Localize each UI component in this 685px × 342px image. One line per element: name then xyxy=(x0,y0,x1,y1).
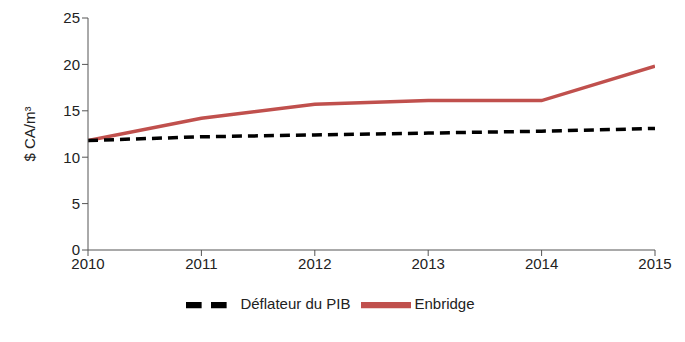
svg-text:2011: 2011 xyxy=(185,255,217,272)
svg-text:25: 25 xyxy=(63,9,80,26)
svg-text:20: 20 xyxy=(63,56,80,73)
svg-text:2010: 2010 xyxy=(71,254,105,272)
svg-text:10: 10 xyxy=(63,149,80,166)
html-text:Enbridge: Enbridge xyxy=(414,295,475,312)
svg-text:5: 5 xyxy=(72,195,80,212)
svg-text:0: 0 xyxy=(72,241,80,258)
svg-text:2013: 2013 xyxy=(412,255,445,272)
svg-text:2012: 2012 xyxy=(298,255,331,272)
svg-text:$ CA/m³: $ CA/m³ xyxy=(21,106,38,161)
svg-text:15: 15 xyxy=(63,102,80,119)
html-text:Déflateur du PIB: Déflateur du PIB xyxy=(240,295,351,312)
svg-text:2014: 2014 xyxy=(525,255,558,272)
svg-text:2015: 2015 xyxy=(638,255,671,272)
